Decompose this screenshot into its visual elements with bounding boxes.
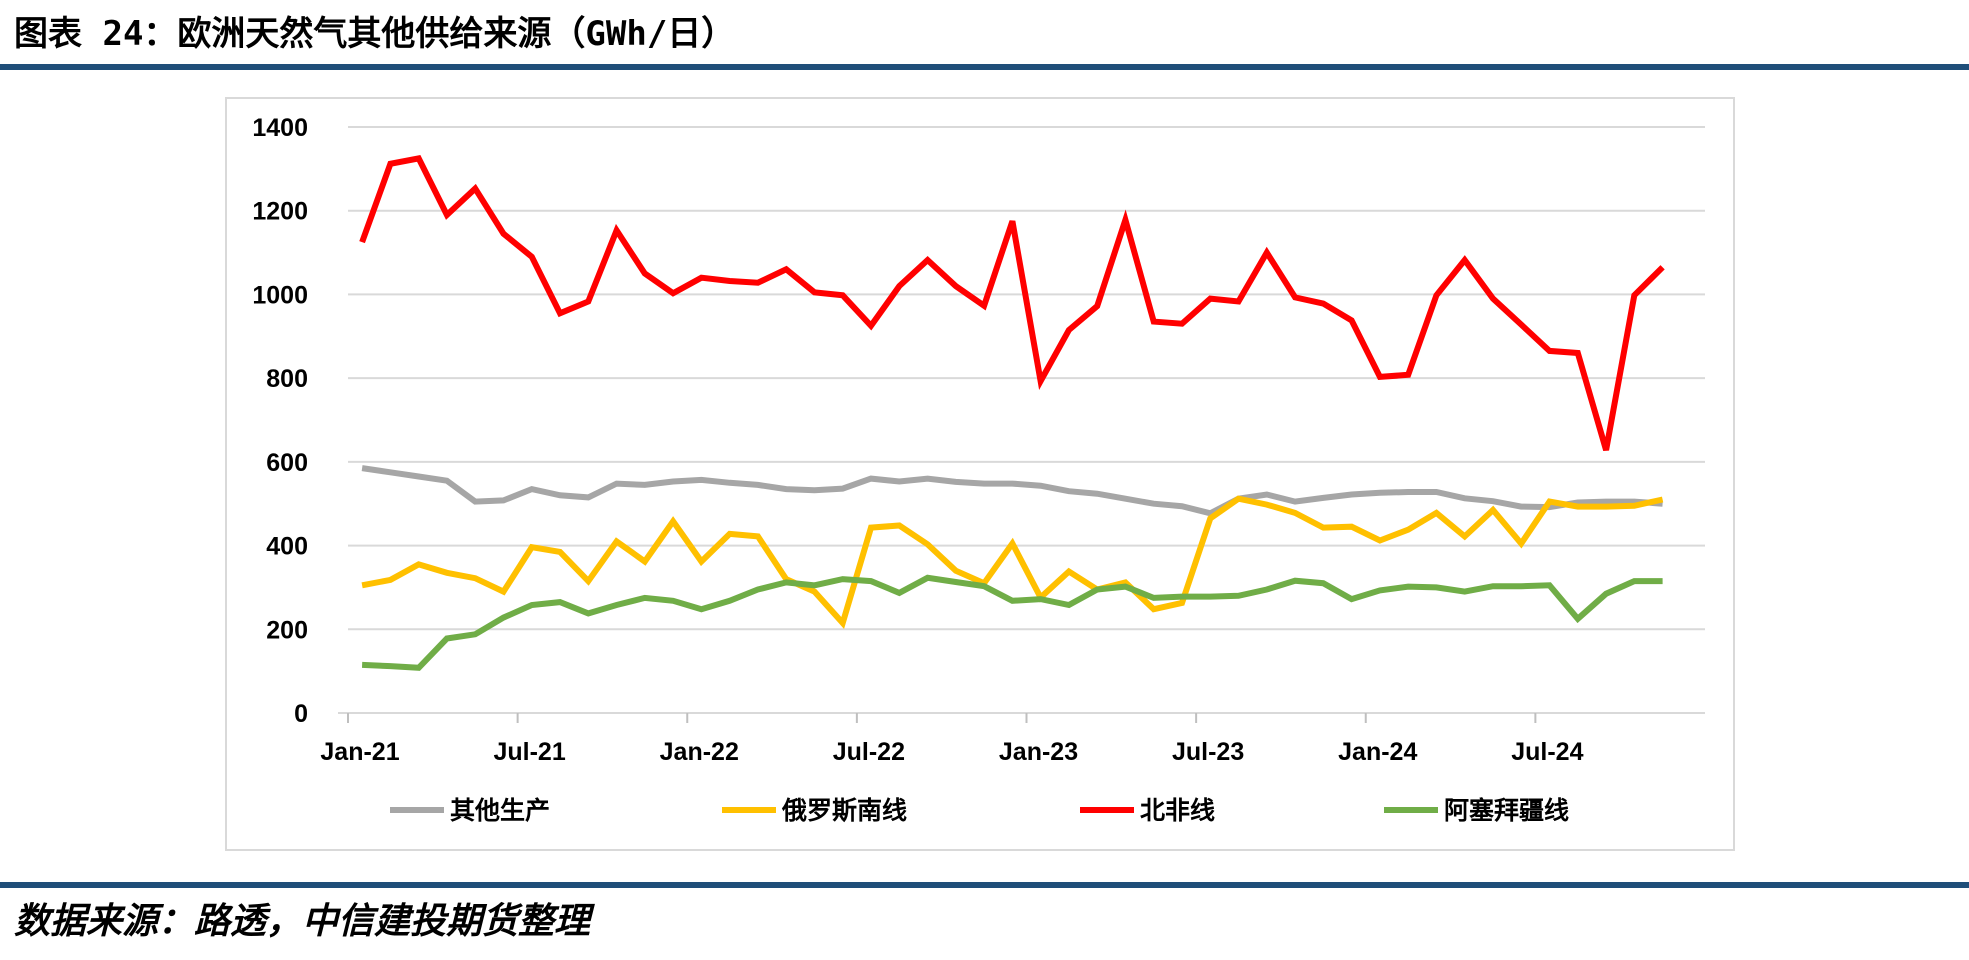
series-line-1 — [361, 465, 1663, 517]
footer-rule — [0, 882, 1969, 888]
legend-label: 俄罗斯南线 — [781, 796, 907, 825]
x-tick-label: Jul-22 — [833, 738, 905, 766]
source-note: 数据来源：路透，中信建投期货整理 — [14, 900, 591, 942]
y-tick-label: 0 — [294, 700, 308, 728]
x-tick-label: Jul-24 — [1511, 738, 1583, 766]
chart-title: 图表 24：欧洲天然气其他供给来源（GWh/日） — [14, 14, 736, 54]
x-tick-label: Jan-22 — [660, 738, 739, 766]
x-tick-label: Jul-23 — [1172, 738, 1244, 766]
legend-label: 北非线 — [1140, 796, 1215, 825]
x-tick-label: Jul-21 — [493, 738, 565, 766]
y-tick-label: 400 — [266, 533, 308, 561]
y-tick-label: 1200 — [252, 198, 308, 226]
series-line-4 — [361, 574, 1663, 671]
y-tick-label: 1400 — [252, 114, 308, 142]
x-tick-label: Jan-23 — [999, 738, 1078, 766]
y-tick-label: 800 — [266, 365, 308, 393]
x-tick-label: Jan-24 — [1338, 738, 1417, 766]
series-line-2 — [361, 495, 1664, 629]
x-tick-label: Jan-21 — [320, 738, 399, 766]
y-tick-label: 1000 — [252, 281, 308, 309]
legend-label: 其他生产 — [450, 796, 550, 825]
y-tick-label: 200 — [266, 616, 308, 644]
chart-frame — [225, 97, 1735, 851]
header-rule — [0, 64, 1969, 70]
y-tick-label: 600 — [266, 449, 308, 477]
series-line-3 — [359, 155, 1665, 451]
legend-label: 阿塞拜疆线 — [1444, 796, 1569, 825]
